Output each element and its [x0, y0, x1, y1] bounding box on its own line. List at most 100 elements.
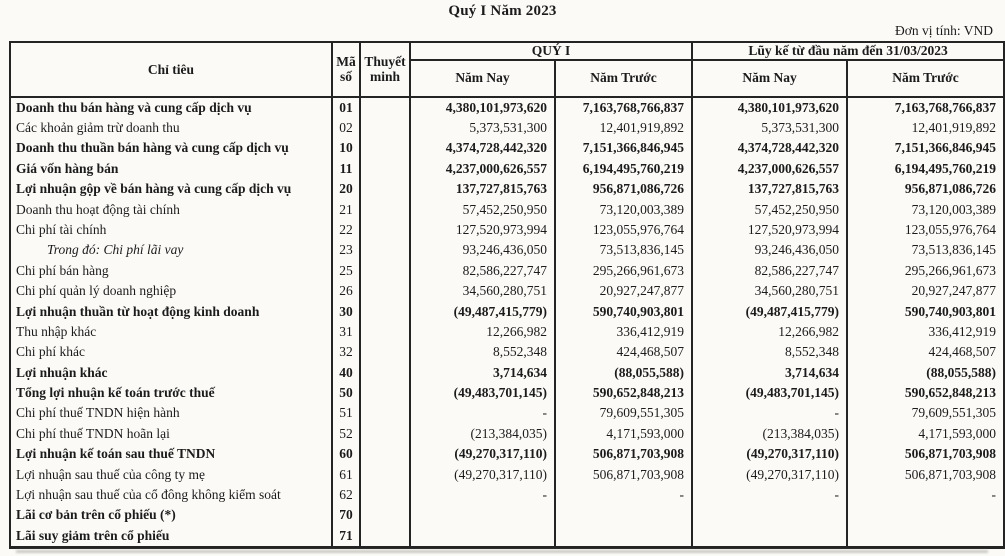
row-code: 32 — [331, 342, 361, 363]
table-row: Tổng lợi nhuận kế toán trước thuế 50 (49… — [9, 382, 1005, 404]
cell-q1-current-year: 4,380,101,973,620 — [409, 96, 556, 118]
row-notes — [359, 484, 411, 506]
income-statement-table: Chỉ tiêu Mã số Thuyết minh QUÝ I Lũy kế … — [9, 41, 1005, 550]
cell-q1-current-year: 93,246,436,050 — [409, 240, 556, 261]
cell-ytd-current-year: - — [691, 484, 849, 506]
row-label: Chi phí bán hàng — [9, 260, 333, 282]
table-row: Doanh thu thuần bán hàng và cung cấp dịc… — [9, 138, 1005, 159]
table-row: Các khoản giảm trừ doanh thu 02 5,373,53… — [9, 117, 1005, 139]
table-row: Lãi suy giảm trên cổ phiếu 71 — [9, 525, 1005, 548]
row-code: 40 — [331, 362, 361, 383]
cell-q1-current-year — [409, 505, 556, 526]
row-code: 10 — [331, 138, 361, 159]
row-notes — [359, 179, 411, 200]
cell-q1-prior-year: 7,151,366,846,945 — [553, 138, 694, 159]
cell-ytd-prior-year: 590,652,848,213 — [846, 382, 1005, 404]
row-label: Lợi nhuận sau thuế của cổ đông không kiể… — [9, 484, 333, 506]
row-code: 70 — [331, 505, 361, 526]
cell-q1-prior-year: 6,194,495,760,219 — [553, 158, 694, 180]
row-code: 71 — [331, 525, 361, 548]
row-label: Doanh thu hoạt động tài chính — [9, 199, 333, 220]
row-label: Lợi nhuận gộp về bán hàng và cung cấp dị… — [9, 179, 333, 200]
cell-q1-current-year: (213,384,035) — [409, 423, 556, 445]
row-notes — [359, 321, 411, 343]
row-code: 01 — [331, 96, 361, 118]
row-notes — [359, 158, 411, 180]
row-code: 20 — [331, 179, 361, 200]
row-label: Chi phí quản lý doanh nghiệp — [9, 281, 333, 302]
table-row: Chi phí khác 32 8,552,348 424,468,507 8,… — [9, 342, 1005, 363]
row-label: Doanh thu thuần bán hàng và cung cấp dịc… — [9, 138, 333, 159]
table-row: Chi phí bán hàng 25 82,586,227,747 295,2… — [9, 260, 1005, 282]
cell-ytd-prior-year: 506,871,703,908 — [846, 444, 1005, 465]
table-row: Lợi nhuận khác 40 3,714,634 (88,055,588)… — [9, 362, 1005, 383]
cell-q1-prior-year — [553, 505, 694, 526]
cell-q1-prior-year: - — [553, 484, 694, 506]
row-code: 51 — [331, 403, 361, 424]
cell-q1-prior-year: 7,163,768,766,837 — [553, 96, 694, 118]
cell-ytd-current-year: 4,237,000,626,557 — [691, 158, 849, 180]
cell-ytd-prior-year — [846, 505, 1005, 526]
row-code: 26 — [331, 281, 361, 302]
cell-q1-current-year: 4,237,000,626,557 — [409, 158, 556, 180]
row-code: 22 — [331, 219, 361, 241]
cell-q1-prior-year: 590,740,903,801 — [553, 301, 694, 322]
header-q1-prior-year: Năm Trước — [553, 58, 694, 98]
cell-q1-prior-year — [553, 525, 694, 548]
row-notes — [359, 281, 411, 302]
cell-q1-current-year: (49,270,317,110) — [409, 444, 556, 465]
cell-q1-current-year: 3,714,634 — [409, 362, 556, 383]
cell-q1-prior-year: 590,652,848,213 — [553, 382, 694, 404]
row-notes — [359, 444, 411, 465]
row-code: 62 — [331, 484, 361, 506]
header-code: Mã số — [331, 41, 361, 98]
header-ytd-current-year: Năm Nay — [691, 58, 849, 98]
cell-ytd-prior-year: 295,266,961,673 — [846, 260, 1005, 282]
cell-q1-prior-year: 123,055,976,764 — [553, 219, 694, 241]
page-title: Quý I Năm 2023 — [448, 3, 557, 19]
header-notes: Thuyết minh — [359, 41, 411, 98]
cell-q1-prior-year: 506,871,703,908 — [553, 464, 694, 485]
cell-ytd-prior-year: 79,609,551,305 — [846, 403, 1005, 424]
row-code: 30 — [331, 301, 361, 322]
table-row: Lợi nhuận thuần từ hoạt động kinh doanh … — [9, 301, 1005, 322]
row-notes — [359, 423, 411, 445]
cell-ytd-current-year — [691, 505, 849, 526]
cell-ytd-current-year: 12,266,982 — [691, 321, 849, 343]
cell-ytd-current-year: (49,483,701,145) — [691, 382, 849, 404]
cell-q1-prior-year: 424,468,507 — [553, 342, 694, 363]
cell-q1-prior-year: (88,055,588) — [553, 362, 694, 383]
cell-q1-prior-year: 73,513,836,145 — [553, 240, 694, 261]
row-notes — [359, 260, 411, 282]
row-label: Lợi nhuận kế toán sau thuế TNDN — [9, 444, 333, 465]
cell-ytd-current-year: (49,487,415,779) — [691, 301, 849, 322]
cell-q1-prior-year: 295,266,961,673 — [553, 260, 694, 282]
cell-q1-prior-year: 12,401,919,892 — [553, 117, 694, 139]
table-row: Lãi cơ bản trên cổ phiếu (*) 70 — [9, 505, 1005, 526]
header-criteria: Chỉ tiêu — [9, 41, 333, 98]
cell-q1-current-year: (49,270,317,110) — [409, 464, 556, 485]
table-row: Lợi nhuận gộp về bán hàng và cung cấp dị… — [9, 179, 1005, 200]
cell-ytd-current-year: 34,560,280,751 — [691, 281, 849, 302]
row-label: Lãi suy giảm trên cổ phiếu — [9, 525, 333, 548]
cell-q1-current-year: - — [409, 484, 556, 506]
row-notes — [359, 219, 411, 241]
cell-q1-prior-year: 73,120,003,389 — [553, 199, 694, 220]
row-label: Chi phí tài chính — [9, 219, 333, 241]
cell-ytd-prior-year: 12,401,919,892 — [846, 117, 1005, 139]
header-ytd-prior-year: Năm Trước — [846, 58, 1005, 98]
row-notes — [359, 117, 411, 139]
row-notes — [359, 403, 411, 424]
cell-ytd-current-year: 93,246,436,050 — [691, 240, 849, 261]
row-code: 02 — [331, 117, 361, 139]
row-code: 23 — [331, 240, 361, 261]
row-code: 61 — [331, 464, 361, 485]
cell-ytd-current-year: 82,586,227,747 — [691, 260, 849, 282]
cell-ytd-prior-year: 4,171,593,000 — [846, 423, 1005, 445]
cell-q1-prior-year: 336,412,919 — [553, 321, 694, 343]
cell-q1-prior-year: 20,927,247,877 — [553, 281, 694, 302]
row-notes — [359, 464, 411, 485]
cell-ytd-prior-year: 6,194,495,760,219 — [846, 158, 1005, 180]
cell-ytd-current-year: 3,714,634 — [691, 362, 849, 383]
row-code: 60 — [331, 444, 361, 465]
